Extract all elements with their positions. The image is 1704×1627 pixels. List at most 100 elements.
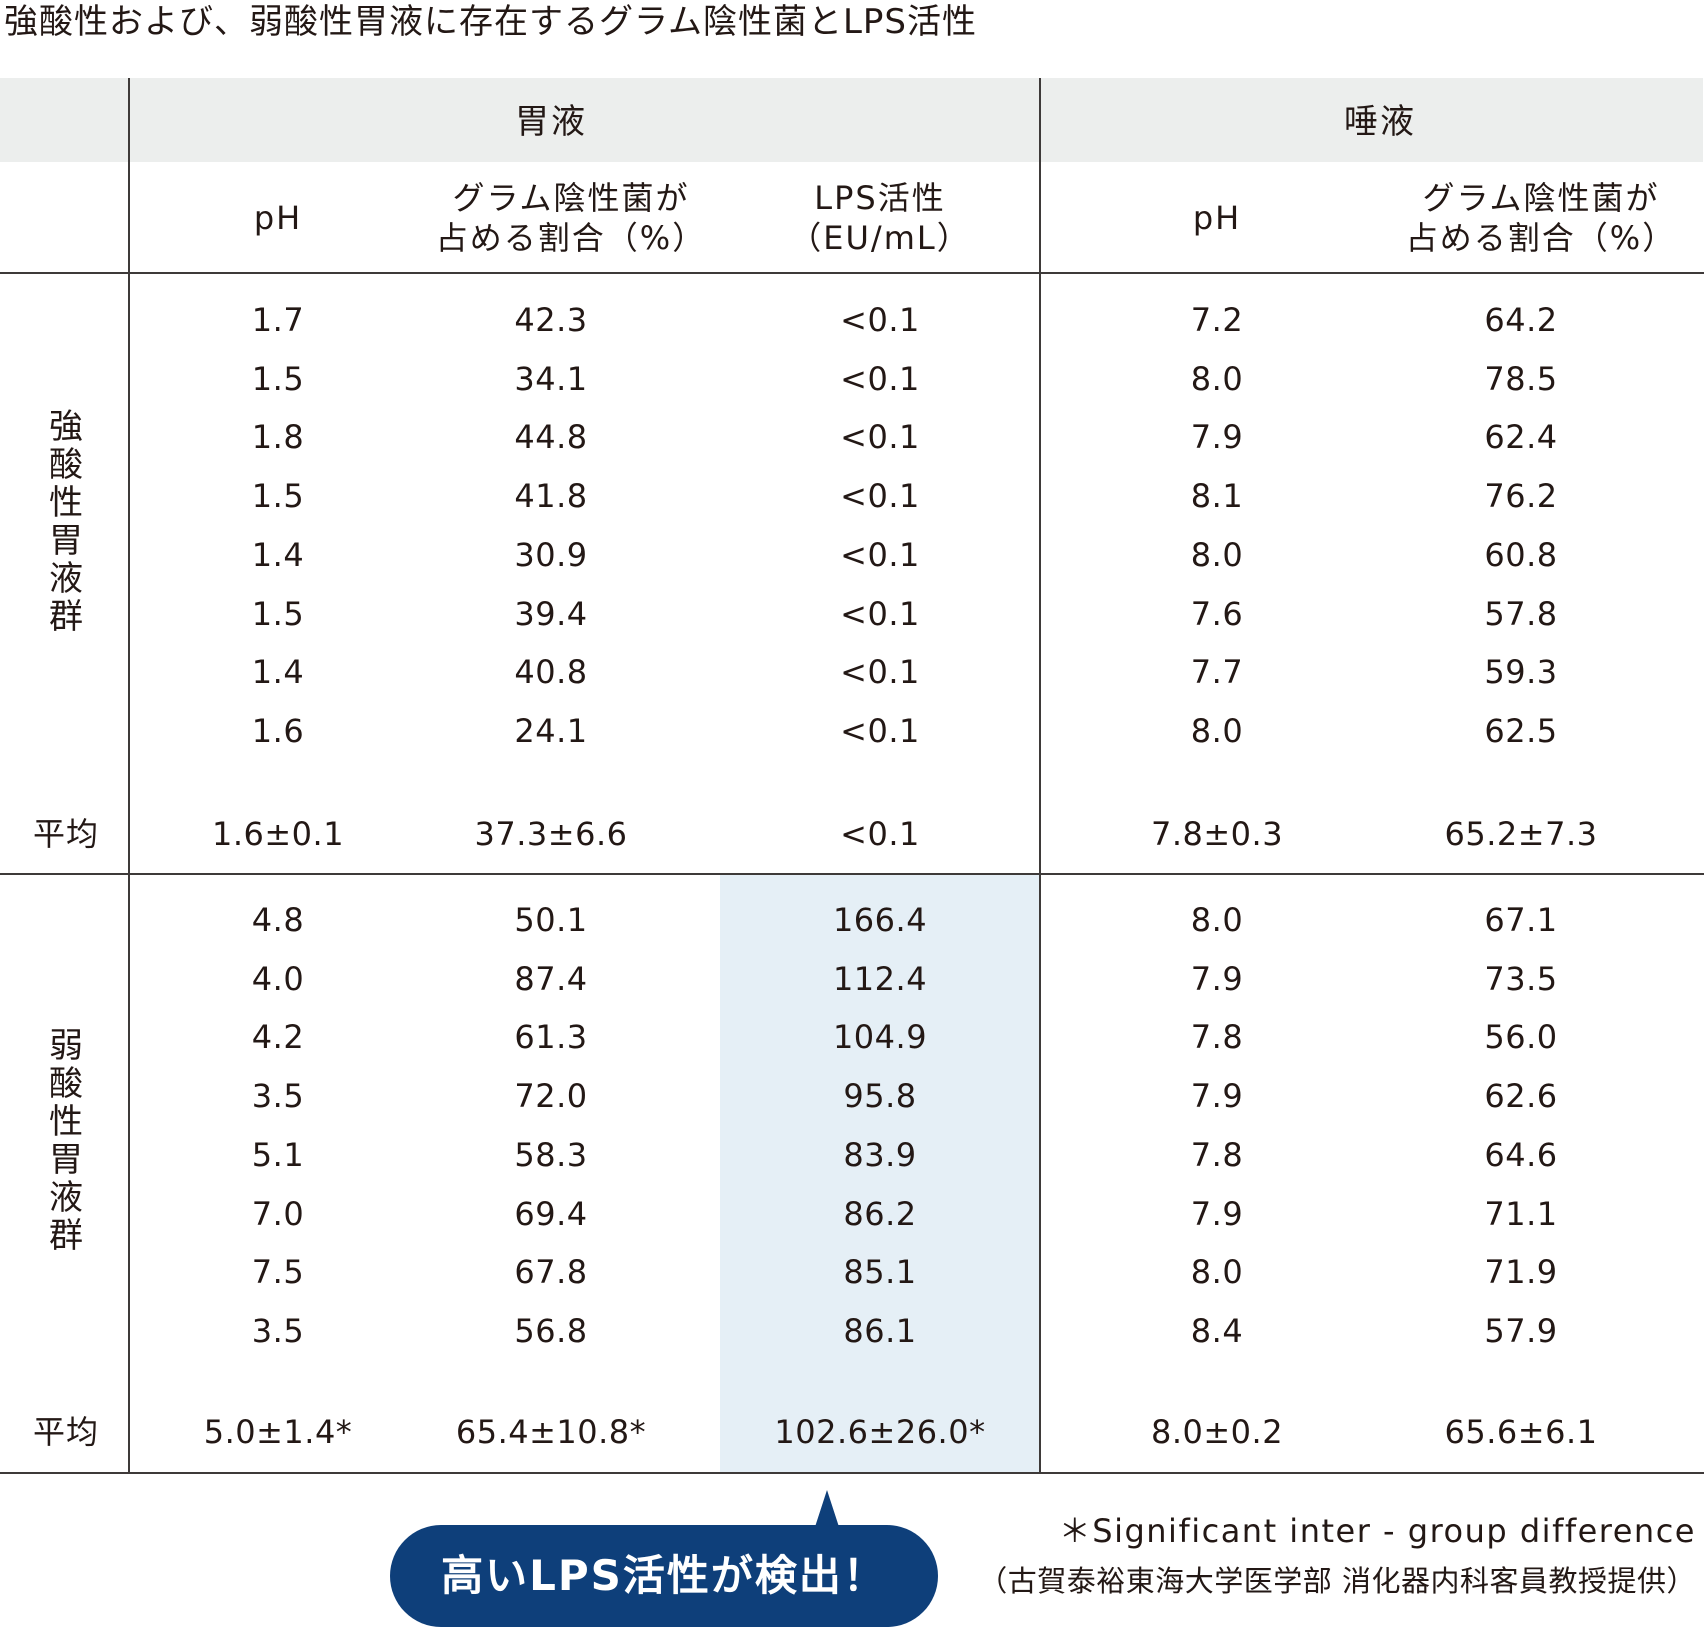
cell-strong-gram-saliva: 78.5 [1484, 359, 1558, 398]
label-weak-group: 弱酸性胃液群 [49, 1026, 83, 1256]
lps-highlight [720, 875, 1040, 1472]
label-strong-group: 強酸性胃液群 [49, 407, 83, 637]
cell-weak-ph-saliva: 8.0 [1190, 901, 1244, 939]
cell-strong-gram-gastric: 30.9 [514, 535, 588, 574]
cell-strong-gram-saliva: 59.3 [1484, 653, 1558, 692]
cell-weak-ph-saliva: 8.0 [1190, 1253, 1244, 1292]
cell-weak-ph-gastric: 4.2 [251, 1018, 305, 1057]
cell-strong-gram-gastric: 39.4 [514, 594, 588, 633]
col-gram-line1: グラム陰性菌が [452, 179, 690, 217]
col-lps-line1: LPS活性 [814, 179, 946, 217]
header-saliva: 唾液 [1344, 102, 1416, 142]
cell-weak-ph-gastric: 4.0 [251, 959, 305, 998]
avg-label-weak: 平均 [32, 1413, 100, 1451]
avg-strong-ph-gastric: 1.6±0.1 [211, 815, 345, 853]
cell-weak-ph-saliva: 7.9 [1190, 1077, 1244, 1116]
cell-strong-lps: <0.1 [840, 594, 920, 633]
cell-weak-gram-gastric: 69.4 [514, 1194, 588, 1233]
header-band [0, 78, 1703, 162]
avg-weak-gram-saliva: 65.6±6.1 [1444, 1413, 1598, 1451]
avg-strong-lps: <0.1 [840, 815, 920, 853]
cell-strong-gram-saliva: 62.5 [1484, 711, 1558, 750]
lps-callout: 高いLPS活性が検出！ [390, 1525, 938, 1627]
cell-strong-gram-gastric: 42.3 [514, 301, 588, 339]
cell-strong-lps: <0.1 [840, 418, 920, 457]
cell-weak-gram-gastric: 87.4 [514, 959, 588, 998]
header-gastric: 胃液 [515, 102, 587, 142]
col-gram-line1: グラム陰性菌が [1422, 179, 1660, 217]
cell-strong-ph-gastric: 1.5 [251, 477, 305, 516]
cell-weak-gram-gastric: 61.3 [514, 1018, 588, 1057]
cell-weak-lps: 166.4 [832, 901, 928, 939]
cell-weak-gram-saliva: 67.1 [1484, 901, 1558, 939]
cell-strong-lps: <0.1 [840, 653, 920, 692]
cell-weak-gram-gastric: 58.3 [514, 1135, 588, 1174]
avg-weak-gram-gastric: 65.4±10.8* [455, 1413, 647, 1451]
cell-weak-gram-saliva: 62.6 [1484, 1077, 1558, 1116]
cell-strong-ph-saliva: 8.1 [1190, 477, 1244, 516]
cell-strong-gram-saliva: 57.8 [1484, 594, 1558, 633]
cell-strong-ph-saliva: 8.0 [1190, 535, 1244, 574]
col-gram-line2: 占める割合（%） [435, 219, 707, 257]
significance-footnote: ＊Significant inter - group difference [1058, 1512, 1696, 1550]
col-gastric-lps: LPS活性 （EU/mL） [789, 178, 970, 258]
cell-weak-ph-saliva: 7.8 [1190, 1018, 1244, 1057]
cell-weak-gram-saliva: 57.9 [1484, 1311, 1558, 1350]
cell-weak-ph-saliva: 8.4 [1190, 1311, 1244, 1350]
cell-strong-ph-gastric: 1.5 [251, 594, 305, 633]
col-lps-line2: （EU/mL） [789, 219, 971, 257]
avg-strong-gram-gastric: 37.3±6.6 [474, 815, 628, 853]
cell-strong-gram-gastric: 34.1 [514, 359, 588, 398]
cell-strong-gram-saliva: 60.8 [1484, 535, 1558, 574]
cell-weak-ph-saliva: 7.9 [1190, 959, 1244, 998]
col-saliva-gram: グラム陰性菌が 占める割合（%） [1406, 178, 1676, 258]
cell-weak-lps: 95.8 [843, 1077, 917, 1116]
cell-weak-ph-gastric: 4.8 [251, 901, 305, 939]
cell-strong-ph-saliva: 7.2 [1190, 301, 1244, 339]
cell-strong-ph-saliva: 7.6 [1190, 594, 1244, 633]
cell-weak-gram-saliva: 73.5 [1484, 959, 1558, 998]
cell-weak-gram-saliva: 64.6 [1484, 1135, 1558, 1174]
cell-strong-ph-gastric: 1.6 [251, 711, 305, 750]
cell-strong-lps: <0.1 [840, 535, 920, 574]
cell-weak-gram-gastric: 67.8 [514, 1253, 588, 1292]
cell-strong-ph-gastric: 1.4 [251, 653, 305, 692]
cell-strong-ph-saliva: 8.0 [1190, 711, 1244, 750]
cell-strong-gram-gastric: 44.8 [514, 418, 588, 457]
cell-weak-lps: 85.1 [843, 1253, 917, 1292]
avg-label-strong: 平均 [32, 815, 100, 853]
col-gastric-ph: pH [253, 199, 303, 237]
cell-weak-ph-gastric: 5.1 [251, 1135, 305, 1174]
avg-weak-ph-saliva: 8.0±0.2 [1150, 1413, 1284, 1451]
cell-weak-ph-gastric: 3.5 [251, 1311, 305, 1350]
group-rule [0, 873, 1704, 875]
row-label-divider [128, 78, 130, 1474]
cell-weak-ph-gastric: 3.5 [251, 1077, 305, 1116]
cell-strong-ph-saliva: 8.0 [1190, 359, 1244, 398]
avg-strong-gram-saliva: 65.2±7.3 [1444, 815, 1598, 853]
cell-weak-gram-saliva: 71.9 [1484, 1253, 1558, 1292]
cell-weak-gram-saliva: 71.1 [1484, 1194, 1558, 1233]
cell-strong-gram-saliva: 76.2 [1484, 477, 1558, 516]
cell-weak-lps: 86.1 [843, 1311, 917, 1350]
bottom-rule [0, 1472, 1704, 1474]
cell-weak-ph-gastric: 7.5 [251, 1253, 305, 1292]
cell-strong-ph-gastric: 1.4 [251, 535, 305, 574]
cell-strong-ph-saliva: 7.9 [1190, 418, 1244, 457]
data-credit: （古賀泰裕東海大学医学部 消化器内科客員教授提供） [978, 1564, 1696, 1598]
cell-strong-lps: <0.1 [840, 711, 920, 750]
cell-weak-lps: 104.9 [832, 1018, 928, 1057]
table-title: 強酸性および、弱酸性胃液に存在するグラム陰性菌とLPS活性 [4, 2, 978, 42]
cell-strong-gram-gastric: 40.8 [514, 653, 588, 692]
cell-weak-lps: 86.2 [843, 1194, 917, 1233]
cell-weak-ph-gastric: 7.0 [251, 1194, 305, 1233]
cell-weak-gram-gastric: 56.8 [514, 1311, 588, 1350]
cell-strong-gram-gastric: 41.8 [514, 477, 588, 516]
cell-strong-gram-gastric: 24.1 [514, 711, 588, 750]
group-divider [1039, 78, 1041, 1474]
callout-pointer [814, 1490, 840, 1530]
cell-weak-lps: 83.9 [843, 1135, 917, 1174]
cell-weak-lps: 112.4 [832, 959, 928, 998]
cell-strong-lps: <0.1 [840, 301, 920, 339]
cell-strong-gram-saliva: 64.2 [1484, 301, 1558, 339]
